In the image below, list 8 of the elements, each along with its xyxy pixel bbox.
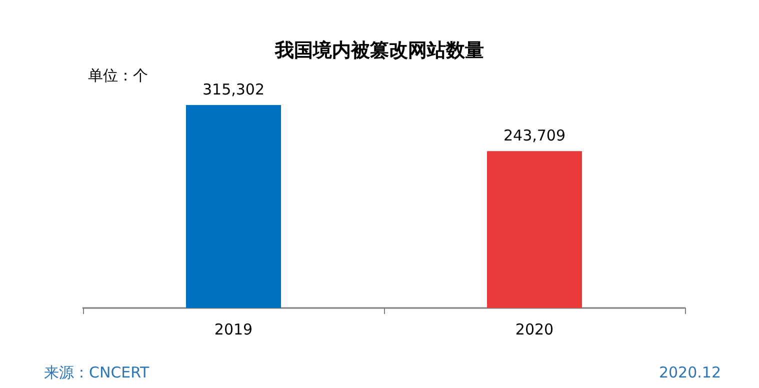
chart-title: 我国境内被篡改网站数量 [274,40,484,62]
data-label: 243,709 [503,126,566,145]
text: 单位：个 [88,66,148,84]
data-label: 315,302 [202,80,265,98]
x-tick-label: 2020 [515,320,554,338]
source-note: 来源：CNCERT [44,364,150,382]
text: 2020.12 [658,364,721,382]
x-tick-label: 2019 [214,320,253,338]
